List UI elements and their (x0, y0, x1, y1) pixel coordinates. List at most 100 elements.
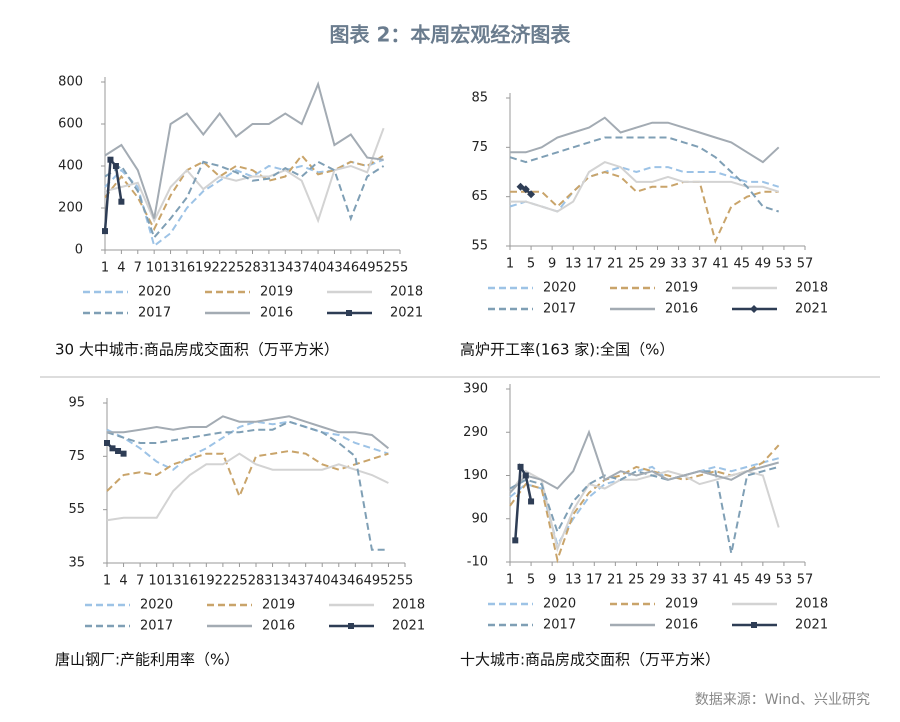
x-tick-label: 43 (331, 574, 348, 589)
legend-label: 2018 (390, 285, 423, 300)
x-tick-label: 31 (261, 261, 278, 276)
y-tick-label: 290 (463, 425, 488, 440)
legend-label: 2018 (795, 597, 828, 612)
series-line (509, 429, 779, 494)
x-tick-label: 13 (565, 257, 582, 272)
x-tick-label: 53 (776, 257, 793, 272)
legend-label: 2017 (543, 618, 576, 633)
x-tick-label: 37 (691, 573, 708, 588)
legend-marker (751, 622, 757, 628)
x-tick-label: 1 (101, 261, 109, 276)
x-tick-label: 25 (228, 261, 245, 276)
series-line (104, 127, 385, 224)
y-tick-label: 90 (471, 511, 488, 526)
y-tick-label: 0 (75, 243, 83, 258)
x-tick-label: 16 (179, 261, 196, 276)
x-tick-label: 10 (146, 261, 163, 276)
x-tick-label: 53 (776, 573, 793, 588)
x-tick-label: 37 (691, 257, 708, 272)
legend-label: 2021 (390, 306, 423, 321)
y-tick-label: 75 (471, 140, 488, 155)
x-tick-label: 46 (347, 574, 364, 589)
x-tick-label: 9 (548, 257, 556, 272)
x-tick-label: 46 (343, 261, 360, 276)
x-tick-label: 10 (148, 574, 165, 589)
y-tick-label: 190 (463, 468, 488, 483)
data-point (118, 198, 125, 205)
page-title: 图表 2：本周宏观经济图表 (330, 23, 572, 47)
legend-label: 2017 (138, 306, 171, 321)
x-tick-label: 55 (392, 261, 409, 276)
x-tick-label: 49 (755, 573, 772, 588)
x-tick-label: 13 (162, 261, 179, 276)
x-tick-label: 49 (359, 261, 376, 276)
x-tick-label: 4 (117, 261, 125, 276)
legend-label: 2017 (140, 619, 173, 634)
x-tick-label: 5 (527, 573, 535, 588)
y-tick-label: 200 (58, 201, 83, 216)
legend-marker (346, 310, 352, 316)
x-tick-label: 17 (586, 573, 603, 588)
x-tick-label: 4 (119, 574, 127, 589)
data-point (107, 156, 114, 163)
chart-caption: 30 大中城市:商品房成交面积（万平方米） (55, 341, 339, 359)
data-point (521, 185, 530, 194)
x-tick-label: 7 (134, 261, 142, 276)
x-tick-label: 22 (211, 261, 228, 276)
data-point (528, 498, 535, 505)
x-tick-label: 37 (297, 574, 314, 589)
series-line (104, 80, 384, 219)
x-tick-label: 29 (649, 573, 666, 588)
data-point (522, 472, 529, 479)
y-tick-label: 390 (463, 382, 488, 397)
x-tick-label: 52 (380, 574, 397, 589)
legend-label: 2021 (795, 302, 828, 317)
chart-caption: 十大城市:商品房成交面积（万平方米） (460, 651, 720, 669)
x-tick-label: 37 (293, 261, 310, 276)
y-tick-label: 800 (58, 75, 83, 90)
series-line (103, 156, 123, 232)
x-tick-label: 34 (277, 261, 294, 276)
x-tick-label: 16 (182, 574, 199, 589)
legend-label: 2019 (260, 285, 293, 300)
data-point (112, 163, 119, 169)
y-tick-label: 95 (68, 396, 85, 411)
legend-label: 2020 (138, 285, 171, 300)
x-tick-label: 33 (670, 573, 687, 588)
x-tick-label: 57 (797, 573, 814, 588)
legend-label: 2016 (260, 306, 293, 321)
series-line (107, 415, 390, 450)
x-tick-label: 41 (712, 573, 729, 588)
x-tick-label: 5 (527, 257, 535, 272)
series-line (509, 136, 780, 213)
legend-label: 2019 (665, 281, 698, 296)
series-line (509, 469, 780, 553)
y-tick-label: 85 (471, 91, 488, 106)
chart-caption: 高炉开工率(163 家):全国（%） (460, 341, 674, 359)
data-point (527, 190, 536, 199)
x-tick-label: 33 (670, 257, 687, 272)
x-tick-label: 19 (195, 261, 212, 276)
series-line (514, 462, 533, 541)
x-tick-label: 31 (264, 574, 281, 589)
x-tick-label: 1 (103, 574, 111, 589)
series-line (104, 160, 385, 240)
x-tick-label: 41 (712, 257, 729, 272)
x-tick-label: 25 (231, 574, 248, 589)
y-tick-label: 35 (68, 556, 85, 571)
series-line (509, 444, 780, 564)
x-tick-label: 1 (506, 573, 514, 588)
series-line (509, 457, 779, 548)
y-tick-label: 75 (68, 449, 85, 464)
x-tick-label: 49 (364, 574, 381, 589)
x-tick-label: 55 (397, 574, 414, 589)
legend-label: 2020 (543, 281, 576, 296)
series-line (106, 449, 389, 499)
data-point (115, 448, 122, 454)
x-tick-label: 29 (649, 257, 666, 272)
series-line (510, 116, 780, 164)
legend-label: 2019 (262, 598, 295, 613)
x-tick-label: 21 (607, 257, 624, 272)
series-line (510, 161, 779, 213)
